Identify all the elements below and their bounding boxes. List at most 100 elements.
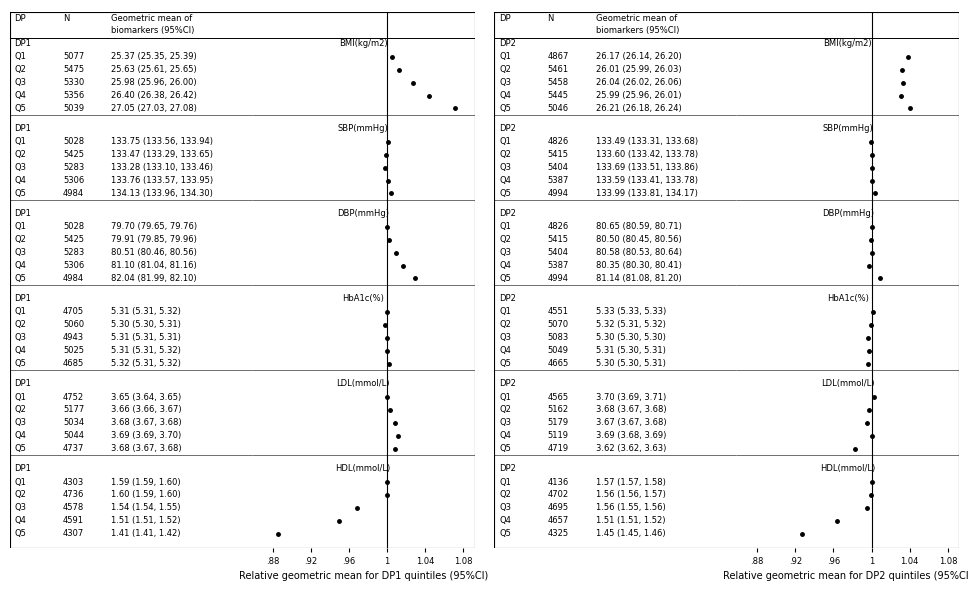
Text: 4984: 4984 xyxy=(63,274,84,283)
Text: 5034: 5034 xyxy=(63,418,84,427)
Text: Q5: Q5 xyxy=(15,189,26,198)
Text: 4325: 4325 xyxy=(547,529,569,538)
Text: 3.66 (3.66, 3.67): 3.66 (3.66, 3.67) xyxy=(111,405,182,415)
Text: Q4: Q4 xyxy=(499,516,511,525)
Text: 5028: 5028 xyxy=(63,223,84,231)
Text: 5356: 5356 xyxy=(63,91,84,100)
Text: DP1: DP1 xyxy=(15,464,31,473)
Text: Q2: Q2 xyxy=(499,491,511,499)
Text: Q1: Q1 xyxy=(499,478,511,487)
Text: BMI(kg/m2): BMI(kg/m2) xyxy=(339,39,388,48)
Text: 79.91 (79.85, 79.96): 79.91 (79.85, 79.96) xyxy=(111,236,197,244)
Text: Q5: Q5 xyxy=(499,104,511,113)
Text: 133.28 (133.10, 133.46): 133.28 (133.10, 133.46) xyxy=(111,163,213,172)
Text: 4578: 4578 xyxy=(63,504,84,512)
Text: 5.32 (5.31, 5.32): 5.32 (5.31, 5.32) xyxy=(111,359,181,368)
Text: 4737: 4737 xyxy=(63,444,84,453)
Text: Geometric mean of
biomarkers (95%CI): Geometric mean of biomarkers (95%CI) xyxy=(111,14,195,35)
Text: 4702: 4702 xyxy=(547,491,569,499)
Text: DP: DP xyxy=(499,14,511,24)
Text: Q1: Q1 xyxy=(15,137,26,147)
Text: Q5: Q5 xyxy=(15,444,26,453)
Text: 5306: 5306 xyxy=(63,261,84,270)
Text: 5475: 5475 xyxy=(63,65,84,74)
Text: 5044: 5044 xyxy=(63,431,84,440)
Text: 5387: 5387 xyxy=(547,261,569,270)
Text: Q4: Q4 xyxy=(15,346,26,355)
Text: Q3: Q3 xyxy=(499,163,511,172)
Text: DP: DP xyxy=(15,14,26,24)
Text: 1.41 (1.41, 1.42): 1.41 (1.41, 1.42) xyxy=(111,529,181,538)
Text: 134.13 (133.96, 134.30): 134.13 (133.96, 134.30) xyxy=(111,189,213,198)
Text: Q2: Q2 xyxy=(15,320,26,329)
Text: 5415: 5415 xyxy=(547,236,569,244)
Text: HDL(mmol/L): HDL(mmol/L) xyxy=(335,464,391,473)
Text: Q3: Q3 xyxy=(499,248,511,257)
Text: 25.99 (25.96, 26.01): 25.99 (25.96, 26.01) xyxy=(596,91,681,100)
Text: 79.70 (79.65, 79.76): 79.70 (79.65, 79.76) xyxy=(111,223,198,231)
Text: 5070: 5070 xyxy=(547,320,569,329)
Text: Q5: Q5 xyxy=(15,359,26,368)
Text: 3.67 (3.67, 3.68): 3.67 (3.67, 3.68) xyxy=(596,418,667,427)
Text: Q2: Q2 xyxy=(15,405,26,415)
Text: Q2: Q2 xyxy=(499,405,511,415)
Text: 80.50 (80.45, 80.56): 80.50 (80.45, 80.56) xyxy=(596,236,681,244)
Text: 81.14 (81.08, 81.20): 81.14 (81.08, 81.20) xyxy=(596,274,681,283)
Text: 4665: 4665 xyxy=(547,359,569,368)
Text: 3.68 (3.67, 3.68): 3.68 (3.67, 3.68) xyxy=(111,418,182,427)
Text: 1.51 (1.51, 1.52): 1.51 (1.51, 1.52) xyxy=(111,516,181,525)
Text: 5.30 (5.30, 5.30): 5.30 (5.30, 5.30) xyxy=(596,333,666,342)
Text: 4826: 4826 xyxy=(547,137,569,147)
Text: 5425: 5425 xyxy=(63,150,84,159)
Text: 1.59 (1.59, 1.60): 1.59 (1.59, 1.60) xyxy=(111,478,181,487)
Text: 4705: 4705 xyxy=(63,307,84,316)
Text: 80.65 (80.59, 80.71): 80.65 (80.59, 80.71) xyxy=(596,223,681,231)
Text: 5177: 5177 xyxy=(63,405,84,415)
Text: 4994: 4994 xyxy=(547,274,569,283)
Text: 5039: 5039 xyxy=(63,104,84,113)
Text: 5458: 5458 xyxy=(547,78,569,87)
Text: Q4: Q4 xyxy=(15,516,26,525)
Text: 26.01 (25.99, 26.03): 26.01 (25.99, 26.03) xyxy=(596,65,681,74)
Text: DP1: DP1 xyxy=(15,379,31,388)
Text: 4984: 4984 xyxy=(63,189,84,198)
Text: 26.04 (26.02, 26.06): 26.04 (26.02, 26.06) xyxy=(596,78,681,87)
Text: 5119: 5119 xyxy=(547,431,569,440)
Text: Q5: Q5 xyxy=(499,444,511,453)
Text: Q5: Q5 xyxy=(499,529,511,538)
Text: 4303: 4303 xyxy=(63,478,84,487)
Text: 5.31 (5.30, 5.31): 5.31 (5.30, 5.31) xyxy=(596,346,666,355)
Text: 5283: 5283 xyxy=(63,163,84,172)
Text: 5425: 5425 xyxy=(63,236,84,244)
Text: 3.69 (3.68, 3.69): 3.69 (3.68, 3.69) xyxy=(596,431,666,440)
Text: 26.17 (26.14, 26.20): 26.17 (26.14, 26.20) xyxy=(596,52,681,61)
Text: HbA1c(%): HbA1c(%) xyxy=(342,294,384,303)
Text: 4719: 4719 xyxy=(547,444,569,453)
Text: Q4: Q4 xyxy=(15,91,26,100)
Text: 1.56 (1.55, 1.56): 1.56 (1.55, 1.56) xyxy=(596,504,666,512)
Text: Q3: Q3 xyxy=(15,163,26,172)
Text: 4867: 4867 xyxy=(547,52,569,61)
Text: 5283: 5283 xyxy=(63,248,84,257)
Text: 5330: 5330 xyxy=(63,78,84,87)
Text: Q3: Q3 xyxy=(15,78,26,87)
Text: 5162: 5162 xyxy=(547,405,569,415)
Text: 4826: 4826 xyxy=(547,223,569,231)
Text: 4565: 4565 xyxy=(547,392,569,402)
Text: 5387: 5387 xyxy=(547,176,569,185)
Text: 5415: 5415 xyxy=(547,150,569,159)
Text: 26.21 (26.18, 26.24): 26.21 (26.18, 26.24) xyxy=(596,104,681,113)
Text: 25.37 (25.35, 25.39): 25.37 (25.35, 25.39) xyxy=(111,52,197,61)
Text: Q1: Q1 xyxy=(15,392,26,402)
Text: 3.68 (3.67, 3.68): 3.68 (3.67, 3.68) xyxy=(596,405,667,415)
Text: 133.99 (133.81, 134.17): 133.99 (133.81, 134.17) xyxy=(596,189,698,198)
Text: Q5: Q5 xyxy=(499,274,511,283)
Text: 5179: 5179 xyxy=(547,418,569,427)
Text: 5306: 5306 xyxy=(63,176,84,185)
Text: 80.35 (80.30, 80.41): 80.35 (80.30, 80.41) xyxy=(596,261,681,270)
Text: Q1: Q1 xyxy=(15,478,26,487)
Text: HDL(mmol/L): HDL(mmol/L) xyxy=(820,464,875,473)
Text: 80.58 (80.53, 80.64): 80.58 (80.53, 80.64) xyxy=(596,248,682,257)
Text: Q5: Q5 xyxy=(15,104,26,113)
Text: Q5: Q5 xyxy=(499,189,511,198)
